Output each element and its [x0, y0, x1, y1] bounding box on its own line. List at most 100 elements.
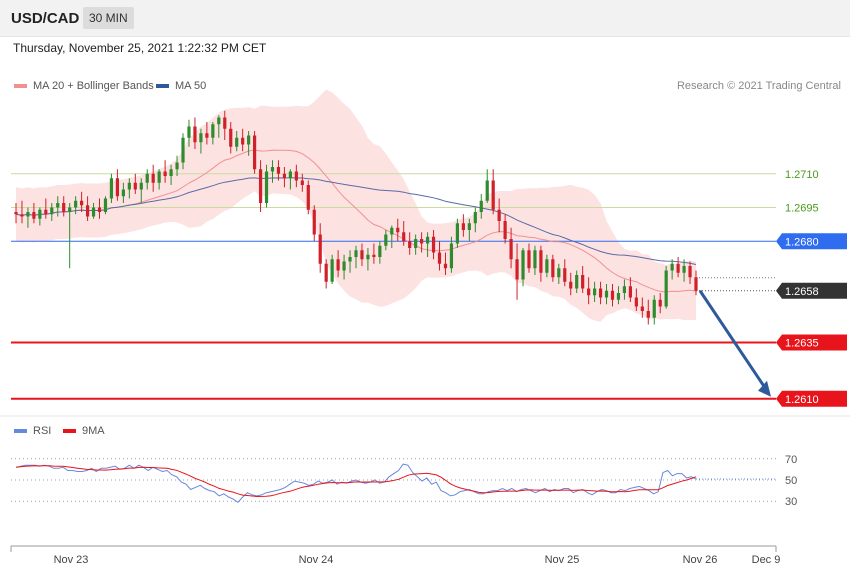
candle [581, 266, 585, 293]
candle-body [616, 293, 621, 300]
ma50-line [15, 177, 697, 265]
candle [348, 250, 352, 273]
candle-body [85, 205, 90, 217]
candle-body [545, 259, 549, 273]
candle [431, 230, 436, 260]
candle [384, 230, 388, 251]
candle-body [688, 266, 692, 278]
candle-body [455, 223, 460, 244]
candle [181, 133, 185, 170]
candle [217, 115, 221, 138]
candle-body [193, 126, 197, 143]
candle [151, 164, 155, 192]
timeframe-button[interactable]: 30 MIN [83, 7, 134, 29]
candle [205, 122, 209, 145]
candle [694, 270, 698, 296]
candle-body [50, 207, 54, 215]
candle-body [384, 234, 388, 246]
candle [515, 243, 519, 300]
candle-body [97, 207, 102, 212]
candle [676, 257, 680, 278]
candle-body [258, 169, 263, 203]
candle [652, 295, 656, 325]
candle [62, 196, 66, 217]
candle [103, 196, 108, 215]
candle [569, 272, 573, 296]
candle [408, 232, 412, 255]
candle [360, 243, 364, 266]
candle [163, 160, 167, 183]
candle-body [378, 245, 382, 257]
candle-body [211, 124, 215, 138]
candle-body [312, 209, 316, 235]
candle [551, 254, 555, 282]
candle-body [187, 126, 191, 138]
candle-body [163, 171, 167, 176]
level-label: 1.2658 [785, 286, 819, 298]
candle [545, 254, 549, 278]
candle-body [467, 223, 471, 230]
candle-body [664, 270, 668, 307]
candle [503, 214, 507, 244]
candle-body [479, 200, 483, 212]
rsi-tick-label: 70 [785, 454, 797, 466]
candle [252, 131, 257, 174]
candle-body [56, 203, 60, 208]
candle [354, 245, 358, 269]
candle [372, 243, 376, 264]
candle [276, 160, 281, 181]
candle [32, 203, 36, 224]
candle-body [414, 239, 418, 248]
candle-body [342, 261, 346, 271]
candle-body [127, 182, 131, 190]
candle-body [223, 117, 227, 129]
candle-body [670, 263, 674, 271]
candle [587, 277, 591, 305]
candle [145, 169, 149, 190]
candle-body [622, 286, 627, 293]
candle [491, 169, 495, 215]
candle [211, 122, 215, 145]
level-tag [776, 282, 847, 299]
rsi-swatch [14, 429, 27, 434]
candle [336, 250, 340, 278]
candle [461, 214, 465, 237]
candle [223, 110, 227, 140]
candle-body [348, 257, 352, 262]
candle-body [181, 137, 185, 163]
x-tick-label: Nov 23 [54, 554, 89, 566]
candle [425, 232, 430, 257]
candle [592, 281, 597, 302]
candle-body [628, 286, 632, 298]
candle-body [485, 180, 489, 201]
candle [414, 234, 418, 255]
candle-body [324, 263, 328, 282]
candle [235, 131, 239, 152]
candle [193, 117, 197, 149]
candle [127, 178, 131, 199]
candle [97, 198, 102, 219]
candle [74, 196, 78, 215]
candle [533, 245, 537, 275]
candles-layer [14, 110, 698, 325]
candle-body [282, 173, 287, 179]
moving-averages-layer [15, 149, 697, 293]
candle [270, 160, 275, 183]
level-label: 1.2710 [785, 169, 819, 181]
candle-body [264, 171, 269, 203]
candle [455, 218, 460, 248]
candle-body [521, 250, 525, 280]
rsi-ma-label: 9MA [82, 425, 105, 437]
candle [604, 284, 609, 305]
candle [109, 173, 114, 203]
candle [342, 254, 346, 280]
forecast-arrow-line [698, 289, 767, 389]
candle [294, 164, 298, 188]
candle [44, 198, 48, 219]
ma50-swatch [156, 84, 169, 89]
candle [312, 205, 316, 242]
candle-body [634, 297, 638, 307]
rsi-tick-label: 30 [785, 496, 797, 508]
level-label: 1.2695 [785, 203, 819, 215]
